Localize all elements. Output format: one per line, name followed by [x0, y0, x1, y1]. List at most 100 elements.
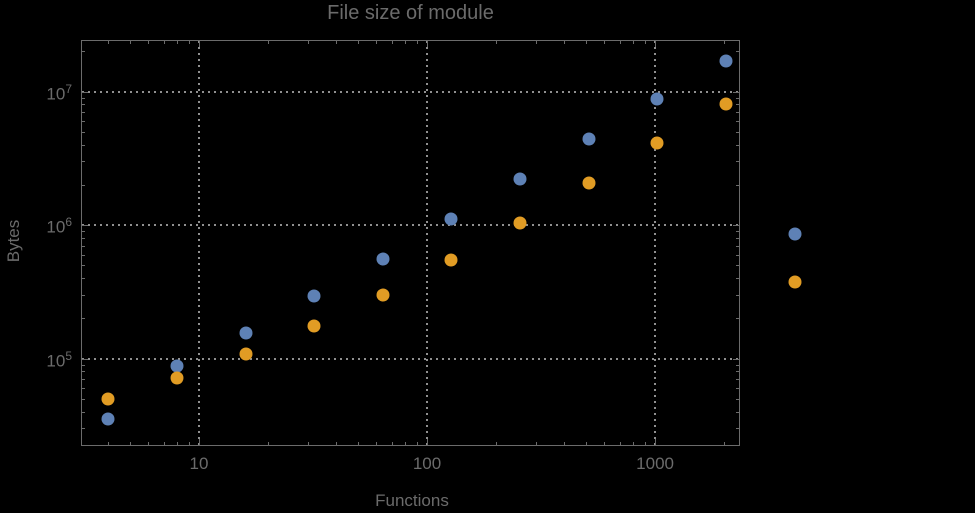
- tick-mark: [108, 442, 110, 445]
- tick-mark: [82, 144, 85, 146]
- data-point-orange: [101, 392, 115, 406]
- tick-mark: [130, 41, 132, 44]
- data-point-orange: [444, 253, 458, 267]
- tick-mark: [535, 442, 537, 445]
- tick-mark: [82, 97, 85, 99]
- data-point-blue: [170, 359, 184, 373]
- tick-mark: [198, 439, 200, 445]
- tick-mark: [736, 254, 739, 256]
- tick-mark: [619, 41, 621, 44]
- tick-mark: [391, 442, 393, 445]
- tick-mark: [404, 442, 406, 445]
- tick-mark: [267, 442, 269, 445]
- data-point-blue: [650, 92, 664, 106]
- tick-mark: [82, 245, 85, 247]
- tick-mark: [82, 358, 88, 360]
- tick-mark: [736, 364, 739, 366]
- tick-mark: [586, 442, 588, 445]
- gridline-vertical: [197, 41, 200, 445]
- tick-mark: [427, 41, 429, 47]
- tick-mark: [733, 91, 739, 93]
- tick-mark: [82, 411, 85, 413]
- gridline-horizontal: [82, 90, 739, 93]
- data-point-orange: [170, 371, 184, 385]
- tick-mark: [82, 161, 85, 163]
- tick-mark: [632, 442, 634, 445]
- data-point-blue: [582, 132, 596, 146]
- tick-mark: [404, 41, 406, 44]
- tick-mark: [723, 41, 725, 44]
- data-point-orange: [650, 136, 664, 150]
- data-point-orange: [513, 216, 527, 230]
- tick-mark: [358, 442, 360, 445]
- tick-mark: [416, 41, 418, 44]
- tick-mark: [736, 265, 739, 267]
- tick-mark: [176, 442, 178, 445]
- tick-mark: [188, 442, 190, 445]
- tick-mark: [148, 41, 150, 44]
- tick-mark: [655, 439, 657, 445]
- tick-mark: [82, 371, 85, 373]
- tick-mark: [736, 97, 739, 99]
- data-point-blue: [788, 227, 802, 241]
- tick-mark: [723, 442, 725, 445]
- tick-mark: [736, 131, 739, 133]
- data-point-orange: [719, 97, 733, 111]
- y-tick-label: 105: [46, 348, 72, 371]
- tick-mark: [163, 442, 165, 445]
- data-point-orange: [376, 288, 390, 302]
- tick-mark: [336, 442, 338, 445]
- tick-mark: [416, 442, 418, 445]
- data-point-blue: [513, 172, 527, 186]
- tick-mark: [632, 41, 634, 44]
- tick-mark: [736, 278, 739, 280]
- tick-mark: [495, 442, 497, 445]
- tick-mark: [82, 379, 85, 381]
- tick-mark: [82, 131, 85, 133]
- tick-mark: [736, 371, 739, 373]
- tick-mark: [736, 428, 739, 430]
- tick-mark: [130, 442, 132, 445]
- tick-mark: [564, 442, 566, 445]
- data-point-blue: [719, 54, 733, 68]
- tick-mark: [644, 442, 646, 445]
- tick-mark: [644, 41, 646, 44]
- data-point-orange: [788, 275, 802, 289]
- tick-mark: [736, 112, 739, 114]
- tick-mark: [733, 358, 739, 360]
- tick-mark: [391, 41, 393, 44]
- data-point-blue: [101, 412, 115, 426]
- tick-mark: [82, 388, 85, 390]
- tick-mark: [655, 41, 657, 47]
- chart-title: File size of module: [327, 2, 494, 24]
- tick-mark: [427, 439, 429, 445]
- tick-mark: [82, 398, 85, 400]
- tick-mark: [736, 388, 739, 390]
- tick-mark: [376, 41, 378, 44]
- tick-mark: [82, 104, 85, 106]
- data-point-orange: [307, 319, 321, 333]
- tick-mark: [82, 51, 85, 53]
- gridline-horizontal: [82, 357, 739, 360]
- y-tick-label: 106: [46, 215, 72, 237]
- gridline-vertical: [654, 41, 657, 445]
- tick-mark: [82, 225, 88, 227]
- tick-mark: [736, 379, 739, 381]
- tick-mark: [736, 318, 739, 320]
- tick-mark: [82, 121, 85, 123]
- tick-mark: [604, 442, 606, 445]
- tick-mark: [82, 278, 85, 280]
- tick-mark: [82, 254, 85, 256]
- data-point-blue: [307, 289, 321, 303]
- tick-mark: [82, 294, 85, 296]
- tick-mark: [176, 41, 178, 44]
- tick-mark: [82, 91, 88, 93]
- tick-mark: [604, 41, 606, 44]
- tick-mark: [586, 41, 588, 44]
- x-tick-label: 10: [189, 454, 209, 473]
- tick-mark: [736, 51, 739, 53]
- tick-mark: [82, 237, 85, 239]
- tick-mark: [619, 442, 621, 445]
- tick-mark: [82, 231, 85, 233]
